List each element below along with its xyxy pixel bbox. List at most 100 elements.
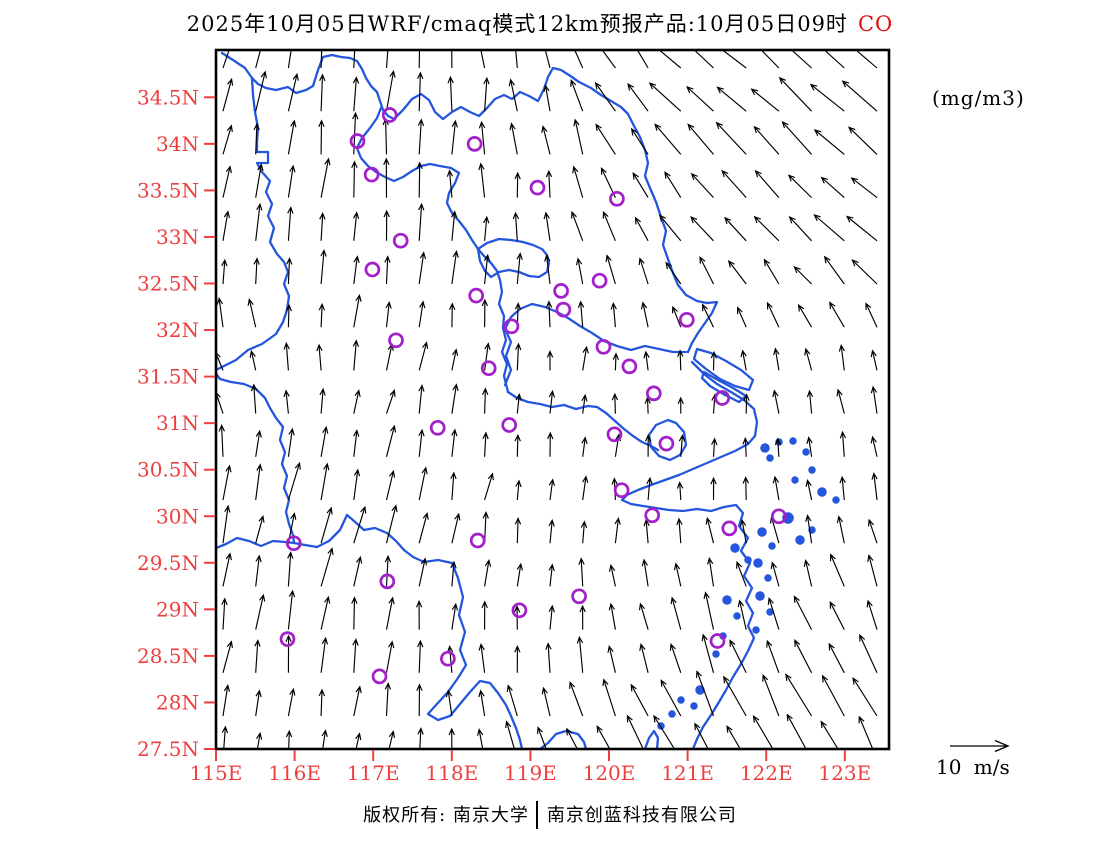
lon-tick-label: 121E — [661, 761, 714, 785]
wind-arrow — [722, 51, 747, 69]
wind-arrow — [286, 257, 293, 285]
wind-arrow — [548, 478, 556, 501]
wind-arrow — [222, 124, 233, 155]
wind-arrow — [654, 123, 682, 155]
boundary-line — [700, 370, 748, 404]
wind-arrow — [287, 687, 296, 717]
wind-arrow — [543, 211, 551, 241]
wind-arrow — [515, 342, 522, 371]
wind-arrow — [285, 303, 293, 328]
wind-arrow — [544, 51, 551, 69]
wind-arrow — [665, 261, 682, 285]
wind-arrow — [545, 300, 553, 328]
wind-arrow — [484, 342, 491, 371]
station-circle — [480, 360, 497, 377]
wind-arrow — [694, 722, 709, 748]
station-circle — [363, 166, 380, 183]
wind-arrow — [478, 162, 486, 198]
wind-arrow — [845, 215, 878, 242]
wind-arrow — [351, 596, 358, 630]
wind-arrow — [605, 254, 616, 285]
wind-arrow — [632, 172, 649, 198]
wind-arrow — [385, 469, 396, 501]
station-circle — [511, 602, 528, 619]
wind-arrow — [793, 266, 813, 285]
wind-arrow — [838, 343, 845, 371]
wind-arrow — [766, 639, 780, 673]
wind-arrow — [451, 250, 459, 285]
island-shape — [753, 558, 763, 568]
station-circle — [606, 426, 623, 443]
wind-arrow — [829, 553, 845, 587]
wind-arrow — [416, 161, 423, 198]
boundary-line — [217, 513, 523, 748]
wind-arrow — [320, 248, 327, 285]
island-shape — [766, 608, 774, 616]
wind-arrow — [640, 301, 649, 328]
wind-arrow — [638, 257, 649, 285]
wind-arrow — [320, 506, 333, 544]
boundary-line — [220, 51, 719, 354]
wind-arrow — [447, 75, 454, 112]
wind-arrow — [417, 71, 424, 112]
lon-tick-label: 116E — [268, 761, 321, 785]
wind-arrow — [255, 70, 267, 112]
wind-arrow — [512, 211, 520, 241]
wind-arrow — [646, 476, 653, 501]
station-circle — [379, 573, 396, 590]
island-shape — [766, 454, 774, 462]
wind-arrow — [320, 425, 329, 457]
wind-arrow — [813, 129, 845, 155]
station-circle — [621, 358, 638, 375]
station-circle — [658, 435, 675, 452]
wind-arrow — [573, 118, 584, 155]
wind-arrow — [839, 430, 847, 457]
wind-arrow — [580, 520, 588, 544]
wind-arrow — [415, 599, 423, 630]
plot-frame — [214, 48, 891, 751]
wind-arrow — [285, 634, 292, 673]
wind-arrow — [544, 253, 551, 285]
wind-arrow — [352, 339, 360, 371]
wind-arrow — [221, 597, 228, 630]
wind-arrow — [548, 518, 555, 544]
wind-arrow — [690, 172, 714, 198]
wind-arrow — [548, 563, 555, 587]
wind-arrow — [727, 259, 747, 285]
island-shape — [802, 448, 810, 456]
boundary-line — [620, 360, 759, 748]
wind-arrow — [836, 388, 845, 414]
lat-tick-label: 29N — [156, 597, 199, 621]
wind-arrow — [451, 428, 458, 457]
wind-arrow — [418, 557, 428, 587]
wind-arrow — [418, 202, 425, 241]
wind-arrow — [867, 554, 878, 587]
wind-arrow — [481, 387, 489, 414]
wind-arrow — [255, 554, 262, 587]
wind-arrow — [318, 302, 326, 328]
wind-arrow — [823, 255, 845, 285]
copyright-divider — [535, 801, 538, 829]
wind-arrow — [754, 169, 780, 198]
wind-arrow — [287, 164, 296, 198]
wind-arrow — [217, 297, 224, 328]
wind-arrow — [850, 177, 878, 199]
wind-arrow — [383, 209, 390, 241]
unit-label: (mg/m3) — [932, 86, 1025, 110]
wind-arrow — [678, 434, 686, 457]
station-circle — [591, 272, 608, 289]
station-circle — [440, 650, 456, 667]
wind-arrow — [753, 215, 780, 242]
wind-arrow — [418, 466, 428, 501]
wind-arrow — [353, 294, 362, 328]
station-circle — [709, 633, 726, 649]
wind-arrow — [630, 683, 649, 717]
wind-arrow — [383, 157, 390, 198]
wind-arrow — [287, 72, 299, 112]
wind-arrow — [222, 51, 230, 69]
wind-arrow — [416, 683, 423, 717]
wind-arrow — [247, 298, 257, 328]
wind-arrow — [715, 121, 747, 155]
wind-arrow — [602, 678, 616, 717]
wind-arrow — [701, 633, 715, 673]
